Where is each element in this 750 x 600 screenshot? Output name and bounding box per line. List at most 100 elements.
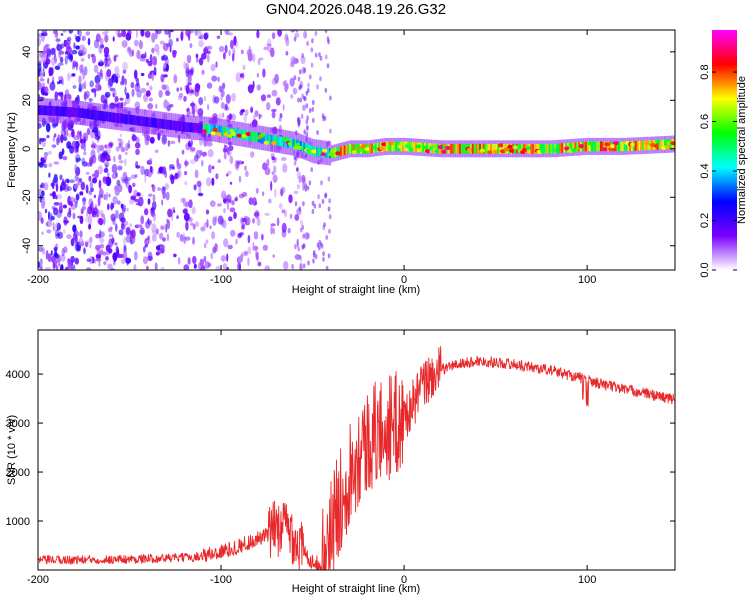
spectrogram-cell xyxy=(316,130,319,135)
spectrogram-cell xyxy=(256,217,261,227)
spectrogram-cell xyxy=(210,124,213,135)
spectrogram-cell xyxy=(199,150,203,155)
spectrogram-cell xyxy=(170,140,176,145)
spectrogram-cell xyxy=(42,67,45,76)
spectrogram-cell xyxy=(133,251,138,261)
spectrogram-cell xyxy=(136,192,141,197)
spectrogram-cell xyxy=(264,212,270,216)
spectrogram-cell xyxy=(240,49,244,55)
spectrogram-cell xyxy=(106,172,110,177)
spectrogram-cell xyxy=(193,263,197,269)
spectrogram-cell xyxy=(241,217,248,223)
spectrogram-cell xyxy=(41,197,46,206)
spectrogram-cell xyxy=(177,169,182,179)
spectrogram-cell xyxy=(134,101,141,110)
spectrogram-cell xyxy=(152,212,157,222)
spectrogram-cell xyxy=(262,191,265,197)
spectrogram-cell xyxy=(96,247,100,256)
spectrogram-cell xyxy=(55,38,61,42)
spectrogram-cell xyxy=(257,261,262,267)
spectrogram-cell xyxy=(189,89,195,94)
spectrogram-cell xyxy=(178,92,184,98)
spectrogram-cell xyxy=(58,151,63,160)
spectrogram-cell xyxy=(318,203,322,209)
spectrogram-cell xyxy=(162,42,169,52)
spectrogram-cell xyxy=(319,55,323,61)
spectrogram-cell xyxy=(53,207,58,216)
snr-frame xyxy=(37,329,676,571)
spectrogram-cell xyxy=(320,152,327,157)
spectrogram-cell xyxy=(432,144,439,149)
spectrogram-cell xyxy=(305,103,309,109)
spectrogram-cell xyxy=(83,108,86,119)
spectrogram-cell xyxy=(59,202,63,211)
spectrogram-cell xyxy=(548,143,551,154)
spectrogram-cell xyxy=(41,105,44,116)
spectrogram-cell xyxy=(51,144,57,148)
spectrogram-cell xyxy=(292,87,298,95)
spectrogram-cell xyxy=(184,159,188,168)
spectrogram-cell xyxy=(227,170,232,175)
spectrogram-cell xyxy=(301,244,304,250)
spectrogram-cell xyxy=(54,65,61,71)
spectrogram-cell xyxy=(280,157,287,161)
spectrogram-cell xyxy=(104,53,109,58)
spectrogram-cell xyxy=(409,141,412,152)
spectrogram-cell xyxy=(144,30,151,38)
spectrogram-cell xyxy=(130,174,137,179)
spectrogram-cell xyxy=(175,120,178,131)
spectrogram-cell xyxy=(229,155,234,165)
spectrogram-cell xyxy=(67,260,72,270)
spectrogram-cell xyxy=(93,194,96,199)
spectrogram-cell xyxy=(314,254,318,260)
spectrogram-cell xyxy=(308,180,312,186)
spectrogram-cell xyxy=(146,117,149,127)
spectrogram-cell xyxy=(198,30,202,36)
spectrogram-cell xyxy=(111,173,117,180)
spectrogram-cell xyxy=(149,85,153,91)
spectrogram-cell xyxy=(59,56,64,64)
spectrogram-cell xyxy=(319,76,322,82)
spectrogram-cell xyxy=(384,141,387,152)
spectrogram-cell xyxy=(507,144,514,149)
spectrogram-cell xyxy=(124,176,129,185)
spectrogram-cell xyxy=(445,146,451,150)
spectrogram-cell xyxy=(241,251,246,257)
spectrogram-cell xyxy=(256,251,259,262)
spectrogram-cell xyxy=(546,143,550,154)
spectrogram-cell xyxy=(607,147,614,152)
snr-ytick-label: 2000 xyxy=(6,467,30,479)
spectrogram-cell xyxy=(157,187,162,191)
spectrogram-cell xyxy=(140,53,146,59)
spectrogram-cell xyxy=(161,199,164,206)
spectrogram-cell xyxy=(117,32,123,38)
spectrogram-xtick-label: -200 xyxy=(27,274,49,286)
spectrogram-cell xyxy=(143,58,148,63)
colorbar-tick-label: 0.8 xyxy=(699,64,711,79)
spectrogram-cell xyxy=(557,143,561,154)
spectrogram-cell xyxy=(525,146,532,150)
spectrogram-cell xyxy=(101,150,108,159)
spectrogram-cell xyxy=(235,128,238,139)
spectrogram-cell xyxy=(126,46,132,54)
spectrogram-cell xyxy=(125,235,132,243)
spectrogram-cell xyxy=(314,31,318,36)
spectrogram-cell xyxy=(66,186,72,192)
spectrogram-cell xyxy=(59,254,66,262)
spectrogram-cell xyxy=(128,49,134,57)
spectrogram-cell xyxy=(87,53,91,60)
spectrogram-cell xyxy=(114,96,119,103)
spectrogram-cell xyxy=(107,227,113,233)
spectrogram-cell xyxy=(157,118,160,129)
spectrogram-cell xyxy=(190,102,196,107)
spectrogram-cell xyxy=(182,232,185,240)
spectrogram-cell xyxy=(276,135,279,146)
spectrogram-cell xyxy=(194,83,201,93)
spectrogram-cell xyxy=(293,36,297,42)
spectrogram-cell xyxy=(155,103,158,109)
spectrogram-cell xyxy=(231,53,235,62)
spectrogram-cell xyxy=(171,166,176,170)
spectrogram-cell xyxy=(38,93,41,99)
spectrogram-cell xyxy=(154,44,160,53)
spectrogram-cell xyxy=(176,215,179,220)
